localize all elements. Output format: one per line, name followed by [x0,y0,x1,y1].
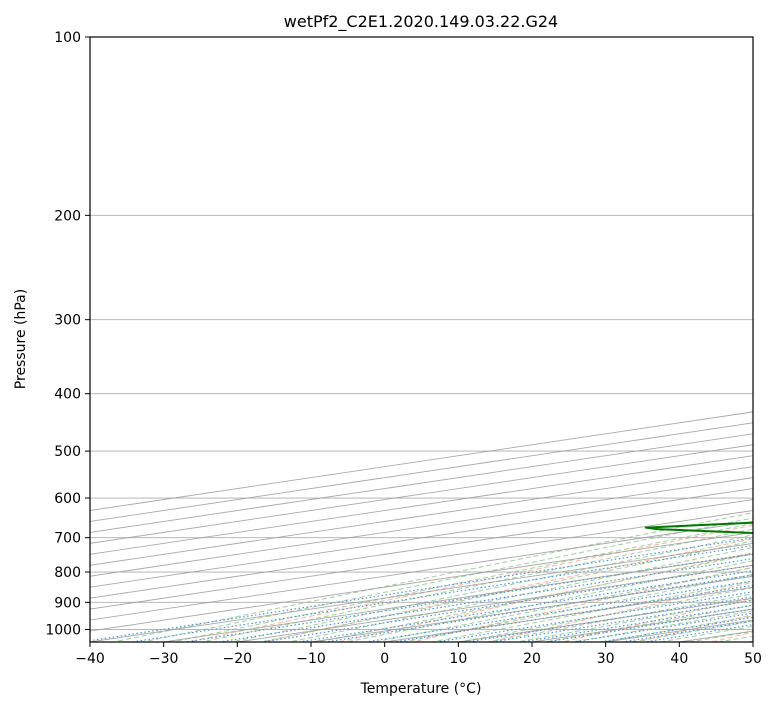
mixing-ratio-line [488,599,753,642]
mixing-ratio-line [295,570,753,642]
y-tick-label: 500 [54,444,81,460]
moist-adiabat-line [199,528,753,642]
mixing-ratio-line [618,620,753,642]
x-tick-label: −20 [223,651,253,667]
moist-adiabat-line [744,640,753,642]
y-tick-label: 900 [54,595,81,611]
moist-adiabat-line [228,534,753,642]
mixing-ratio-line [432,591,753,642]
x-tick-label: 20 [523,651,541,667]
moist-adiabat-line [428,580,753,642]
isotherm-line [90,488,753,588]
isotherm-line [605,619,753,642]
x-tick-label: −30 [149,651,179,667]
profile-series [644,521,753,534]
moist-adiabat-line [485,593,753,642]
mixing-ratio-line [215,557,753,642]
dewpoint-profile-line [644,521,753,534]
moist-adiabat-line [110,512,753,642]
y-tick-label: 200 [54,208,81,224]
moist-adiabat-line [343,560,753,642]
isotherm-line [90,411,753,511]
y-tick-label: 800 [54,565,81,581]
moist-adiabat-line [456,587,753,642]
isotherm-line [531,608,753,642]
isotherm-line [90,444,753,544]
dry-adiabat-line [485,581,753,642]
moist-adiabat-line [513,599,753,642]
isotherm-line [90,433,753,533]
moist-adiabat-line [570,610,753,642]
y-tick-label: 1000 [45,622,81,638]
y-tick-label: 600 [54,491,81,507]
moist-adiabat-line [140,517,753,642]
isotherm-line [90,531,753,632]
isotherm-line [90,510,753,610]
moist-adiabat-line [542,604,753,642]
x-tick-label: 0 [380,651,389,667]
x-tick-label: −10 [296,651,326,667]
y-tick-label: 100 [54,30,81,46]
mixing-ratio-line [463,596,753,642]
isotherm-line [752,641,753,642]
x-tick-label: 40 [670,651,688,667]
isotherm-line [384,586,753,642]
dry-adiabat-line [410,566,753,642]
x-tick-label: 10 [449,651,467,667]
isotherm-line [90,499,753,599]
mixing-ratio-line [259,564,753,642]
x-axis: −40 −30 −20 −10 0 10 20 30 40 50 [75,642,762,667]
y-tick-label: 300 [54,313,81,329]
x-tick-label: −40 [75,651,105,667]
mixing-ratio-line [182,553,753,642]
y-axis: 100 200 300 400 500 600 700 800 900 1000 [45,30,90,638]
plot-frame [89,36,754,643]
isotherm-line [90,422,753,522]
y-axis-title: Pressure (hPa) [13,289,29,389]
x-tick-label: 30 [597,651,615,667]
y-tick-label: 700 [54,531,81,547]
moist-adiabat-line [599,615,753,642]
moist-adiabat-line [257,540,753,642]
background-lines [90,10,775,654]
x-tick-label: 50 [744,651,762,667]
isotherm-line [90,542,753,642]
moist-adiabat-line [169,522,753,642]
y-tick-label: 400 [54,387,81,403]
moist-adiabat-line [372,567,753,642]
isotherm-line [90,466,753,566]
mixing-ratio-line [542,608,753,642]
moist-adiabat-line [657,625,753,642]
plot-area: -100-90-80-70-60-50-40-30-20-10010203040… [90,10,775,654]
mixing-ratio-line [361,580,753,642]
chart-title: wetPf2_C2E1.2020.149.03.22.G24 [284,12,558,32]
mixing-ratio-line [128,544,753,642]
isotherm-line [90,477,753,577]
x-axis-title: Temperature (°C) [360,681,482,697]
dry-adiabat-line [738,10,775,654]
isotherm-line [90,455,753,555]
mixing-ratio-line [569,612,753,642]
isotherm-line [90,520,753,621]
